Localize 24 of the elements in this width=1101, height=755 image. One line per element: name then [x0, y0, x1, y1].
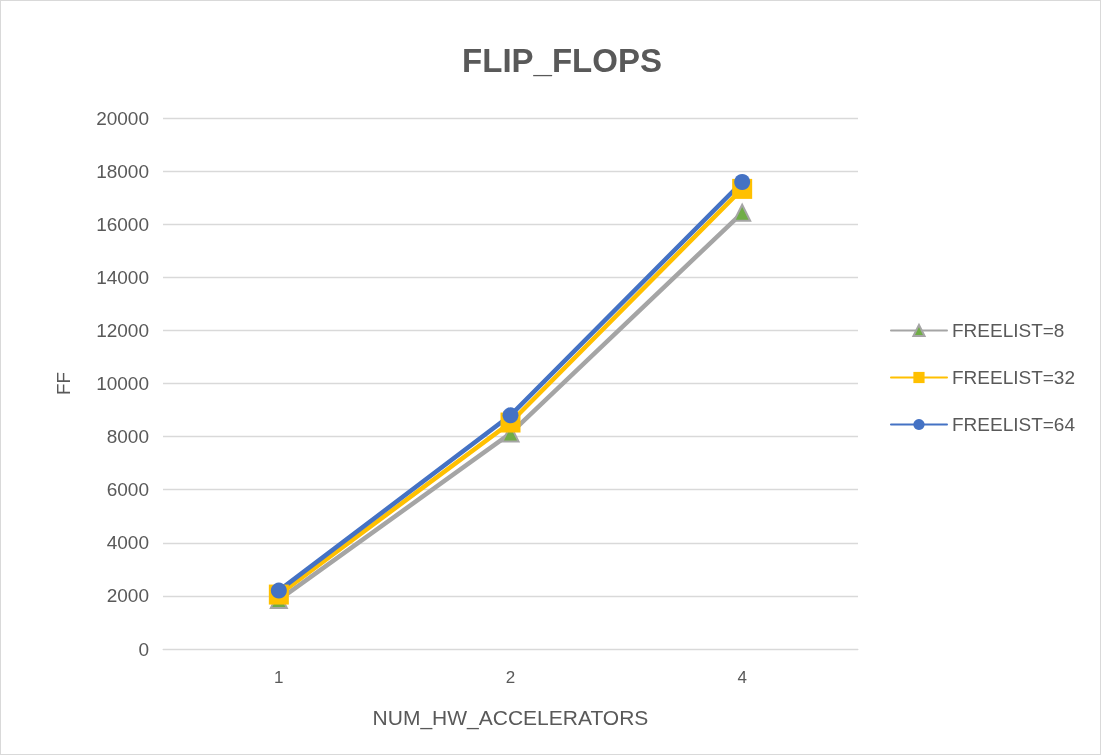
y-tick-label: 0 — [138, 638, 149, 660]
y-tick-label: 4000 — [106, 532, 149, 554]
legend-label: FREELIST=32 — [951, 367, 1075, 388]
legend-label: FREELIST=8 — [951, 320, 1065, 341]
y-tick-label: 12000 — [96, 319, 149, 341]
chart-title: FLIP_FLOPS — [462, 42, 662, 79]
y-tick-label: 2000 — [106, 585, 149, 607]
point — [502, 407, 519, 424]
y-tick-label: 10000 — [96, 373, 149, 394]
point — [733, 203, 752, 222]
y-tick-label: 16000 — [96, 213, 149, 235]
y-tick-label: 6000 — [106, 479, 149, 501]
y-tick-label: 20000 — [96, 107, 149, 129]
point — [270, 582, 287, 599]
x-tick-label: 4 — [737, 668, 747, 687]
y-tick-label: 8000 — [106, 426, 149, 448]
point — [734, 173, 751, 190]
legend-label: FREELIST=64 — [951, 414, 1076, 435]
x-tick-label: 2 — [505, 668, 516, 687]
x-axis-title: NUM_HW_ACCELERATORS — [372, 706, 649, 730]
x-tick-label: 1 — [274, 668, 284, 687]
y-tick-label: 18000 — [96, 160, 149, 182]
y-tick-label: 14000 — [96, 266, 149, 288]
y-axis-title: FF — [53, 371, 74, 396]
